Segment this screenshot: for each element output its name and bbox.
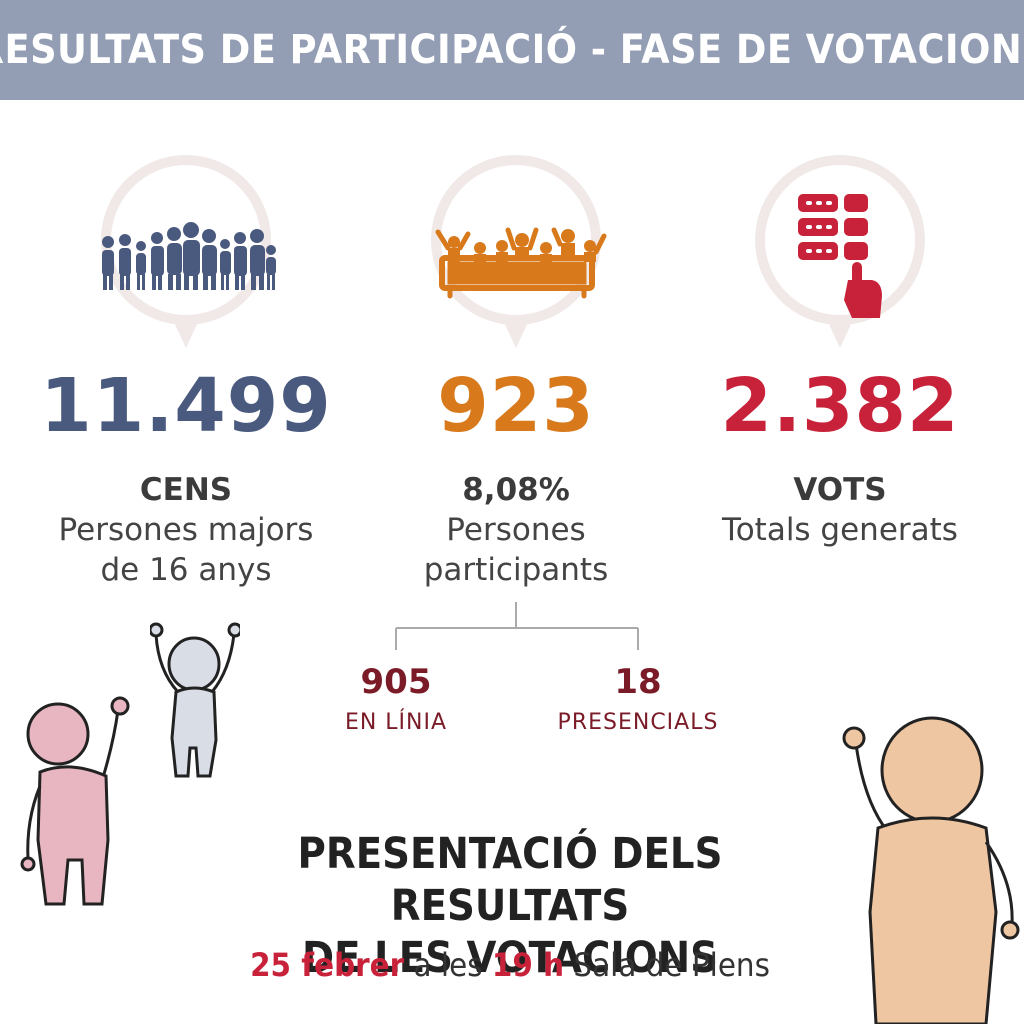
- participants-desc-line1: Persones: [446, 512, 586, 548]
- event-date: 25 febrer: [250, 946, 405, 984]
- votes-description: Totals generats: [690, 510, 990, 550]
- page-title: RESULTATS DE PARTICIPACIÓ - FASE DE VOTA…: [0, 27, 1024, 73]
- crowd-icon: [102, 222, 276, 290]
- participants-desc-line2: participants: [423, 552, 609, 588]
- votes-desc-line1: Totals generats: [722, 512, 958, 548]
- cens-desc-line2: de 16 anys: [100, 552, 272, 588]
- online-label: EN LÍNIA: [344, 710, 448, 735]
- participants-number: 923: [437, 363, 595, 449]
- ballot-touch-icon: [798, 194, 882, 318]
- presentation-line2: DE LES VOTACIONS: [302, 933, 718, 983]
- participants-percent: 8,08%: [462, 472, 570, 508]
- online-number: 905: [360, 662, 432, 702]
- event-connector: a les: [413, 946, 483, 984]
- grey-figure-illustration: [150, 622, 240, 778]
- badge-votes: [748, 150, 932, 354]
- stat-votes: 2.382 VOTS Totals generats: [670, 150, 1010, 550]
- event-details: 25 febrer a les 19 h Sala de Plens: [197, 946, 823, 984]
- presentation-heading: PRESENTACIÓ DELS RESULTATS DE LES VOTACI…: [186, 828, 834, 984]
- badge-participants: [424, 150, 608, 354]
- badge-cens: [94, 150, 278, 354]
- event-place: Sala de Plens: [573, 946, 770, 984]
- presential-label: PRESENCIALS: [557, 710, 719, 735]
- stat-participants: 923 8,08% Persones participants: [346, 150, 686, 590]
- presential-number: 18: [614, 662, 662, 702]
- event-time: 19 h: [491, 946, 565, 984]
- pink-figure-illustration: [20, 696, 130, 906]
- cens-desc-line1: Persones majors: [58, 512, 314, 548]
- header-banner: RESULTATS DE PARTICIPACIÓ - FASE DE VOTA…: [0, 0, 1024, 100]
- votes-label: VOTS: [793, 472, 887, 508]
- cens-label: CENS: [139, 472, 233, 508]
- participants-description: Persones participants: [366, 510, 666, 590]
- votes-number: 2.382: [720, 363, 960, 449]
- peach-figure-illustration: [842, 716, 1020, 1024]
- stat-cens: 11.499 CENS Persones majors de 16 anys: [16, 150, 356, 590]
- presentation-line1: PRESENTACIÓ DELS RESULTATS: [297, 829, 723, 931]
- cens-description: Persones majors de 16 anys: [36, 510, 336, 590]
- participants-icon: [435, 227, 607, 299]
- cens-number: 11.499: [40, 363, 332, 449]
